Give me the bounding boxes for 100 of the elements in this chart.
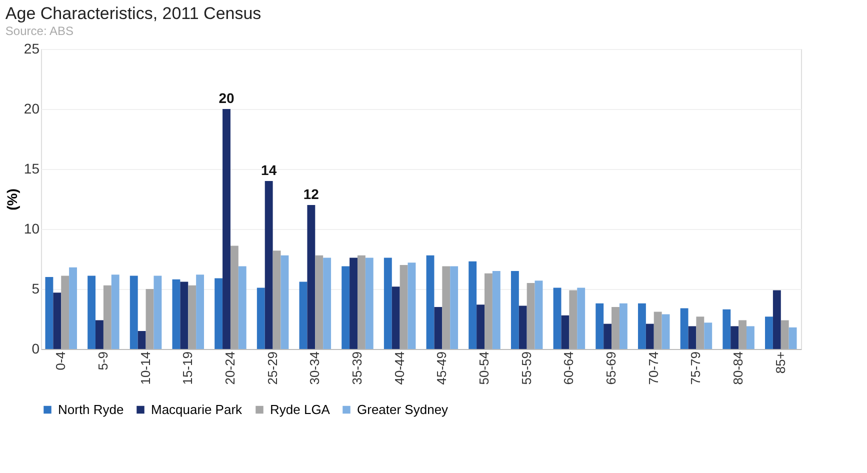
bar [214, 278, 223, 349]
y-axis-title: (%) [4, 188, 20, 210]
bar [738, 320, 746, 349]
data-label: 20 [218, 90, 234, 106]
bar [264, 181, 273, 349]
x-tick-label: 55-59 [518, 352, 534, 385]
bar [442, 266, 450, 349]
bar [111, 274, 120, 349]
bar [638, 303, 646, 349]
y-tick-label: 0 [32, 340, 40, 356]
bar [577, 288, 586, 349]
bar [426, 255, 434, 349]
x-tick-label: 20-24 [222, 352, 238, 385]
x-tick-label: 85+ [772, 352, 788, 374]
bar [299, 282, 308, 349]
bar [350, 258, 358, 349]
bar [772, 290, 781, 349]
bar [180, 282, 188, 349]
x-tick-label: 25-29 [264, 352, 280, 385]
source-note: Source: ABS [5, 24, 74, 38]
x-tick-label: 75-79 [688, 352, 704, 385]
bar [69, 267, 77, 349]
x-tick-label: 15-19 [180, 352, 196, 385]
data-label: 12 [303, 186, 320, 202]
y-tick-label: 20 [24, 100, 40, 116]
x-tick-label: 5-9 [95, 352, 110, 370]
bar [434, 307, 442, 349]
bar [96, 320, 104, 349]
legend-label: Ryde LGA [270, 402, 330, 417]
bar [765, 316, 773, 349]
y-tick-label: 25 [24, 40, 40, 56]
x-tick-label: 30-34 [307, 352, 322, 385]
y-tick-label: 10 [24, 220, 40, 236]
bar [696, 316, 704, 349]
bar [654, 312, 662, 349]
x-tick-label: 40-44 [392, 352, 407, 385]
x-tick-label: 80-84 [730, 352, 746, 385]
bar [392, 286, 400, 349]
x-tick-label: 70-74 [646, 352, 661, 385]
bar [484, 273, 492, 349]
bar [196, 274, 204, 349]
bar [230, 246, 238, 349]
bar [730, 326, 739, 349]
x-tick-label: 10-14 [138, 352, 153, 385]
bar [154, 276, 162, 349]
bar [146, 289, 154, 349]
bar [534, 280, 543, 349]
bar [222, 109, 230, 349]
x-tick-label: 45-49 [434, 352, 450, 385]
bar [53, 292, 62, 349]
bar [172, 279, 180, 349]
legend-label: Macquarie Park [151, 402, 243, 417]
bar [780, 320, 789, 349]
bar [646, 324, 654, 349]
bar [450, 266, 458, 349]
bar [619, 303, 628, 349]
bar [704, 322, 712, 349]
x-tick-label: 65-69 [604, 352, 619, 385]
bar [408, 262, 416, 349]
bar [315, 255, 324, 349]
bar [788, 327, 797, 349]
legend-label: North Ryde [58, 402, 124, 417]
bar [612, 307, 620, 349]
x-tick-label: 60-64 [561, 352, 576, 385]
bar [342, 266, 350, 349]
data-label: 14 [261, 162, 277, 178]
bar [130, 276, 138, 349]
bar [688, 326, 696, 349]
bar [526, 283, 535, 349]
x-tick-label: 0-4 [53, 352, 68, 370]
bar [365, 258, 374, 349]
bar [510, 271, 519, 349]
bar [596, 303, 604, 349]
x-tick-label: 35-39 [349, 352, 364, 385]
bar [256, 288, 265, 349]
bar [45, 277, 54, 349]
bar [680, 308, 688, 349]
bar [188, 285, 196, 349]
bar [476, 304, 485, 349]
bar [280, 255, 289, 349]
bar [103, 285, 112, 349]
bar [468, 261, 477, 349]
bar [561, 315, 570, 349]
chart-title: Age Characteristics, 2011 Census [5, 4, 262, 23]
bar [569, 290, 578, 349]
bar [662, 314, 670, 349]
bar [746, 326, 754, 349]
bar [61, 276, 70, 349]
bar [384, 258, 392, 349]
x-tick-label: 50-54 [476, 352, 492, 385]
bar [238, 266, 246, 349]
bar [518, 306, 527, 349]
bar [323, 258, 332, 349]
bar [492, 271, 500, 349]
y-tick-label: 5 [32, 280, 40, 296]
bar [138, 331, 146, 349]
bar [272, 250, 281, 349]
bar [357, 255, 366, 349]
bar [307, 205, 316, 349]
bar [722, 309, 731, 349]
